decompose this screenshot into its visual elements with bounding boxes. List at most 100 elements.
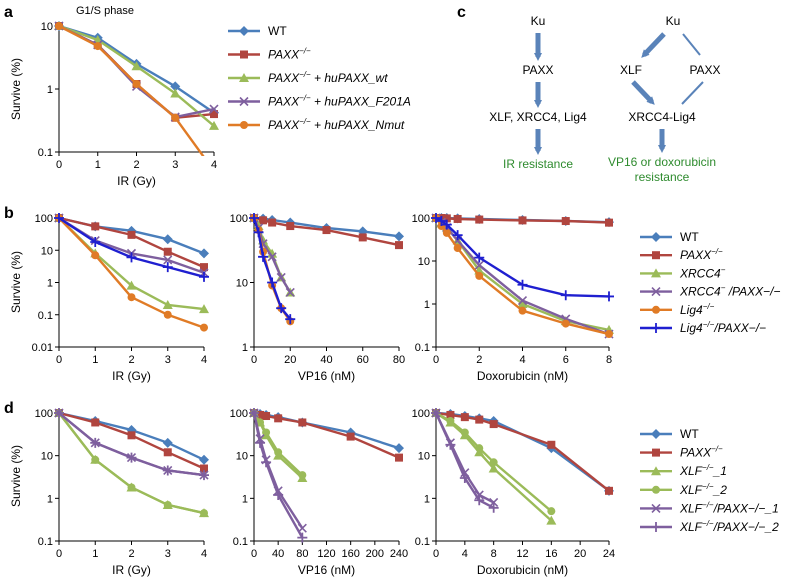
legend-marker-paxx_wt xyxy=(239,73,249,82)
data-point-xrcc4_paxx xyxy=(163,255,173,265)
data-point-xlf_paxx2 xyxy=(255,437,266,448)
x-tick-label: 40 xyxy=(272,548,284,560)
y-tick-label: 1 xyxy=(47,278,53,290)
data-point-xlf2 xyxy=(91,455,100,464)
x-tick-label: 60 xyxy=(357,354,369,366)
x-tick-label: 8 xyxy=(491,548,497,560)
y-axis-label: Survive (%) xyxy=(9,445,23,507)
data-point-lig4 xyxy=(442,228,451,237)
data-point-paxx_nmut xyxy=(132,80,141,89)
x-tick-label: 80 xyxy=(393,354,405,366)
x-tick-label: 0 xyxy=(251,354,257,366)
data-point-lig4 xyxy=(163,310,172,319)
diagram-panel-c: Ku PAXX XLF, XRCC4, Lig4 IR resistance K… xyxy=(489,14,720,184)
diagram-vp16-doxo: VP16 or doxorubicin xyxy=(608,155,716,169)
legend-label-wt: WT xyxy=(680,427,699,441)
x-tick-label: 4 xyxy=(211,159,217,171)
x-tick-label: 3 xyxy=(165,548,171,560)
data-point-xlf2 xyxy=(262,428,271,437)
data-point-xrcc4 xyxy=(199,304,209,314)
x-tick-label: 0 xyxy=(56,354,62,366)
legend-marker-wt xyxy=(651,429,661,439)
data-point-paxx xyxy=(274,414,283,423)
data-point-lig4_paxx xyxy=(285,314,296,325)
data-point-lig4_paxx xyxy=(560,290,571,301)
data-point-xlf1 xyxy=(488,463,499,473)
panel-a-title: G1/S phase xyxy=(76,5,134,17)
data-point-lig4_paxx xyxy=(431,213,441,223)
x-tick-label: 200 xyxy=(366,548,384,560)
data-point-xrcc4_paxx xyxy=(276,272,286,282)
diagram-right-paxx: PAXX xyxy=(689,63,720,77)
series-line-paxx_nmut xyxy=(58,24,205,156)
x-tick-label: 0 xyxy=(251,548,257,560)
diagram-left-complex: XLF, XRCC4, Lig4 xyxy=(489,110,587,124)
legend-marker-xlf_paxx2 xyxy=(651,522,661,532)
data-point-paxx xyxy=(395,241,403,250)
diagram-left-ku: Ku xyxy=(531,14,546,28)
data-point-xlf_paxx2 xyxy=(474,495,485,506)
data-point-wt xyxy=(170,81,181,92)
data-point-xlf2 xyxy=(163,500,172,509)
chart-panel-d-vp16: 0.1 1 10 100 0 40 80 120 160 200 240 VP16 (nM) xyxy=(230,408,408,577)
legend-label-xlf_paxx2: XLF−/−/PAXX−/−_2 xyxy=(679,519,779,534)
data-point-lig4 xyxy=(200,323,208,332)
data-point-xrcc4_paxx xyxy=(517,296,528,306)
legend-label-xlf1: XLF−/−_1 xyxy=(679,463,727,478)
legend-marker-lig4 xyxy=(652,305,660,314)
data-point-paxx xyxy=(163,247,172,256)
data-point-paxx xyxy=(518,216,527,225)
legend-label-xlf2: XLF−/−_2 xyxy=(679,482,727,497)
x-tick-label: 2 xyxy=(128,354,134,366)
data-point-lig4_paxx xyxy=(441,219,452,230)
data-point-lig4_paxx xyxy=(267,277,278,288)
legend-marker-xrcc4 xyxy=(651,268,661,278)
data-point-xlf_paxx2 xyxy=(199,470,209,481)
data-point-xlf2 xyxy=(547,507,556,516)
data-point-lig4_paxx xyxy=(604,291,614,302)
data-point-paxx xyxy=(460,413,469,422)
data-point-xlf2 xyxy=(256,418,265,427)
legend-label-paxx: PAXX−/− xyxy=(680,247,723,262)
data-point-paxx xyxy=(298,418,307,427)
y-tick-label: 1 xyxy=(424,493,430,505)
diagram-ir-resistance: IR resistance xyxy=(503,157,573,171)
panel-letter-c: c xyxy=(457,4,466,21)
data-point-xlf_paxx2 xyxy=(445,439,456,450)
x-tick-label: 4 xyxy=(201,548,207,560)
data-point-xlf_paxx2 xyxy=(162,465,173,476)
x-axis-label: IR (Gy) xyxy=(117,174,156,188)
data-point-wt xyxy=(199,248,209,259)
data-point-xrcc4 xyxy=(517,299,528,308)
line-ku-paxx xyxy=(682,33,701,56)
y-tick-label: 10 xyxy=(236,451,248,463)
legend-label-paxx_wt: PAXX−/− + huPAXX_wt xyxy=(268,70,388,85)
legend-panel-d: WT PAXX−/− XLF−/−_1 XLF−/−_2 XLF−/−/PAXX−/−_… xyxy=(640,427,779,534)
y-tick-label: 100 xyxy=(412,408,430,420)
legend-label-lig4: Lig4−/− xyxy=(680,302,715,317)
series-line-paxx xyxy=(58,24,215,119)
x-tick-label: 3 xyxy=(172,159,178,171)
series-line-paxx_f201a xyxy=(58,24,215,119)
legend-marker-paxx xyxy=(652,448,660,457)
x-tick-label: 6 xyxy=(563,354,569,366)
y-tick-label: 10 xyxy=(418,256,430,268)
x-axis-label: IR (Gy) xyxy=(112,369,151,383)
x-tick-label: 0 xyxy=(56,548,62,560)
y-tick-label: 0.01 xyxy=(32,342,53,354)
x-tick-label: 80 xyxy=(296,548,308,560)
data-point-lig4_paxx xyxy=(199,271,209,282)
panel-letter-a: a xyxy=(4,4,13,21)
data-point-paxx xyxy=(127,230,136,239)
legend-label-paxx_f201a: PAXX−/− + huPAXX_F201A xyxy=(268,94,411,109)
data-point-xlf_paxx2 xyxy=(126,452,137,463)
data-point-xlf1 xyxy=(546,515,557,525)
x-tick-label: 1 xyxy=(92,354,98,366)
data-point-paxx xyxy=(256,410,265,419)
y-tick-label: 10 xyxy=(41,451,53,463)
y-tick-label: 100 xyxy=(230,213,248,225)
data-point-lig4_paxx xyxy=(90,237,101,248)
data-point-xrcc4_paxx xyxy=(285,287,295,298)
y-tick-label: 10 xyxy=(236,278,248,290)
y-tick-label: 100 xyxy=(35,408,53,420)
